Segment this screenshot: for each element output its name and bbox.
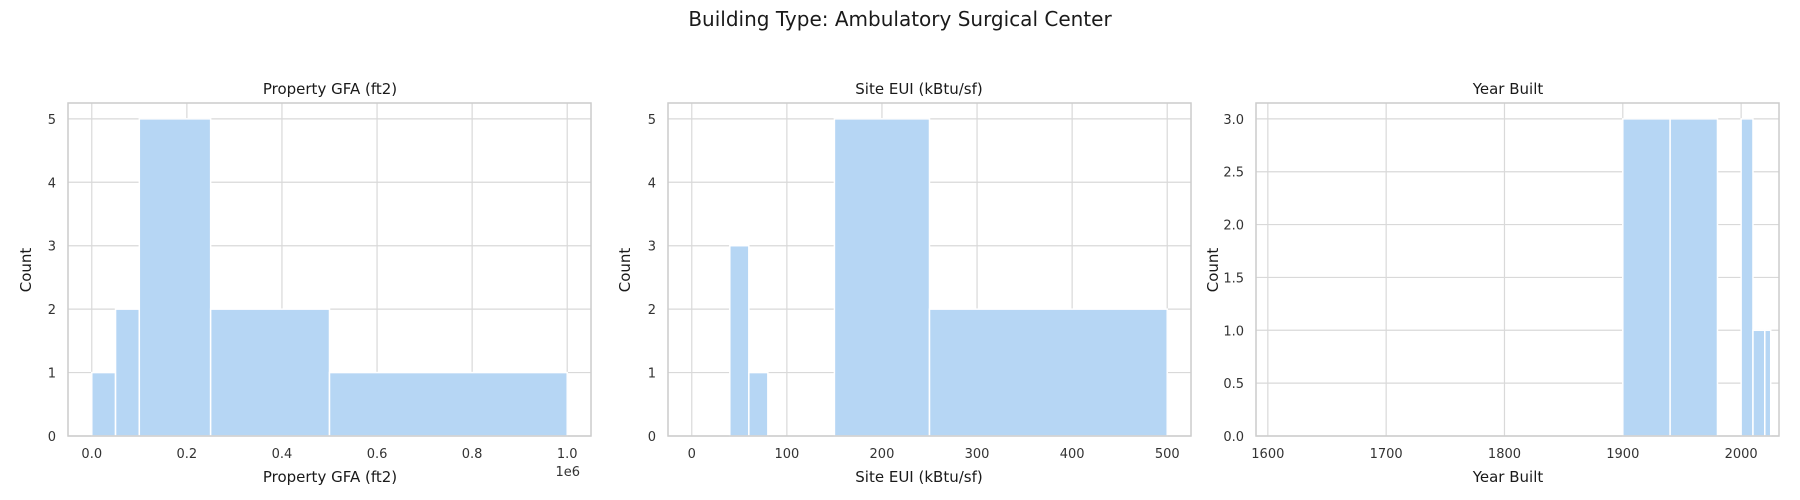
plot-frame <box>1255 102 1780 437</box>
y-axis-label: Count <box>17 248 35 293</box>
panel-site-eui: Site EUI (kBtu/sf) Site EUI (kBtu/sf) Co… <box>616 80 1192 486</box>
histogram-bar <box>1740 118 1754 437</box>
histogram-bars <box>91 118 568 437</box>
x-axis-label: Year Built <box>1472 468 1544 486</box>
x-tick-label: 100 <box>774 447 799 462</box>
x-tick-label: 1600 <box>1251 447 1284 462</box>
x-tick-label: 1.0 <box>557 447 578 462</box>
x-tick-label: 0.4 <box>272 447 293 462</box>
y-tick-label: 1.0 <box>1223 324 1244 339</box>
plot-frame <box>667 102 1192 437</box>
y-tick-label: 3.0 <box>1223 113 1244 128</box>
histogram-bar <box>1764 329 1772 437</box>
x-tick-label: 0.8 <box>462 447 483 462</box>
y-axis-label: Count <box>616 248 634 293</box>
y-tick-labels: 0 1 2 3 4 5 <box>48 113 56 445</box>
y-tick-label: 3 <box>648 240 656 255</box>
y-tick-label: 2 <box>648 303 656 318</box>
x-offset-label: 1e6 <box>555 465 580 480</box>
panel-title: Property GFA (ft2) <box>263 80 397 98</box>
y-tick-label: 5 <box>648 113 656 128</box>
x-tick-label: 1800 <box>1488 447 1521 462</box>
y-tick-label: 0 <box>48 430 56 445</box>
histogram-bar <box>928 308 1168 437</box>
histogram-bar <box>833 118 931 437</box>
panel-title: Site EUI (kBtu/sf) <box>855 80 982 98</box>
y-tick-labels: 0.0 0.5 1.0 1.5 2.0 2.5 3.0 <box>1223 113 1244 445</box>
y-tick-label: 5 <box>48 113 56 128</box>
y-axis-label: Count <box>1204 248 1222 293</box>
histogram-bar <box>1669 118 1719 437</box>
x-tick-label: 1700 <box>1370 447 1403 462</box>
panel-property-gfa: Property GFA (ft2) Property GFA (ft2) Co… <box>17 80 592 486</box>
x-tick-labels: 0.0 0.2 0.4 0.6 0.8 1.0 <box>81 447 577 462</box>
y-tick-label: 2.0 <box>1223 219 1244 234</box>
x-axis-label: Site EUI (kBtu/sf) <box>855 468 982 486</box>
x-tick-label: 0.6 <box>367 447 388 462</box>
panel-title: Year Built <box>1472 80 1544 98</box>
x-tick-label: 400 <box>1060 447 1085 462</box>
x-tick-label: 0.2 <box>177 447 198 462</box>
y-tick-label: 2.5 <box>1223 166 1244 181</box>
histogram-bar <box>1622 118 1671 437</box>
x-tick-label: 2000 <box>1725 447 1758 462</box>
y-tick-label: 1 <box>648 367 656 382</box>
histogram-bar <box>138 118 212 437</box>
y-tick-label: 1 <box>48 367 56 382</box>
y-tick-label: 3 <box>48 240 56 255</box>
x-tick-labels: 0 100 200 300 400 500 <box>688 447 1180 462</box>
histogram-bar <box>1752 329 1766 437</box>
x-tick-labels: 1600 1700 1800 1900 2000 <box>1251 447 1757 462</box>
histogram-bars <box>729 118 1168 437</box>
histogram-bar <box>114 308 141 437</box>
y-tick-label: 0.5 <box>1223 377 1244 392</box>
x-tick-label: 0 <box>688 447 696 462</box>
x-axis-label: Property GFA (ft2) <box>263 468 397 486</box>
panel-year-built: Year Built Year Built Count 1600 1700 1800… <box>1204 80 1780 486</box>
y-tick-label: 2 <box>48 303 56 318</box>
y-tick-labels: 0 1 2 3 4 5 <box>648 113 656 445</box>
y-tick-label: 4 <box>648 176 656 191</box>
x-tick-label: 300 <box>965 447 990 462</box>
x-tick-label: 200 <box>870 447 895 462</box>
figure-title: Building Type: Ambulatory Surgical Cente… <box>688 7 1112 31</box>
histogram-bar <box>91 371 117 437</box>
histogram-bar <box>748 371 769 437</box>
x-tick-label: 1900 <box>1606 447 1639 462</box>
histogram-bar <box>209 308 331 437</box>
y-tick-label: 0.0 <box>1223 430 1244 445</box>
x-tick-label: 0.0 <box>81 447 102 462</box>
histogram-bars <box>1622 118 1772 437</box>
histogram-bar <box>328 371 568 437</box>
x-tick-label: 500 <box>1155 447 1180 462</box>
plot-frame <box>67 102 592 437</box>
y-tick-label: 1.5 <box>1223 271 1244 286</box>
histogram-bar <box>729 244 750 437</box>
y-tick-label: 4 <box>48 176 56 191</box>
y-tick-label: 0 <box>648 430 656 445</box>
